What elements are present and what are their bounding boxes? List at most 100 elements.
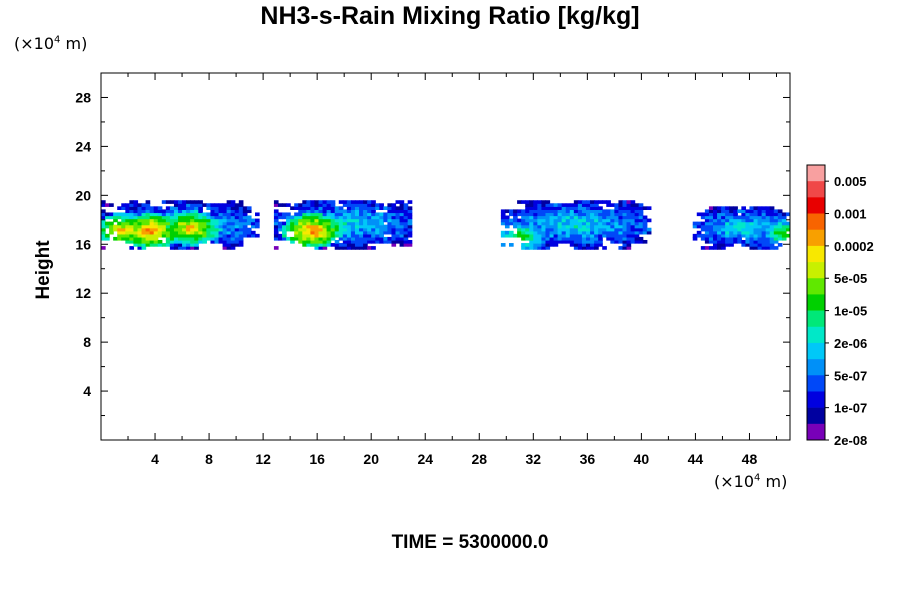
heatmap-cell: [294, 233, 299, 238]
heatmap-cell: [330, 218, 336, 223]
heatmap-cell: [371, 233, 376, 238]
heatmap-cell: [634, 224, 640, 229]
heatmap-cell: [761, 224, 767, 229]
heatmap-cell: [379, 224, 384, 229]
heatmap-cell: [226, 221, 232, 226]
heatmap-cell: [757, 236, 763, 241]
heatmap-cell: [137, 212, 143, 217]
heatmap-cell: [375, 224, 380, 229]
heatmap-cell: [573, 233, 579, 238]
heatmap-cell: [178, 200, 183, 204]
heatmap-cell: [145, 239, 151, 244]
heatmap-cell: [737, 218, 742, 223]
heatmap-cell: [314, 243, 320, 247]
heatmap-cell: [194, 233, 199, 238]
heatmap-cell: [769, 227, 775, 232]
heatmap-cell: [190, 246, 195, 250]
heatmap-cell: [169, 215, 175, 220]
heatmap-cell: [590, 239, 595, 244]
heatmap-cell: [165, 224, 171, 229]
heatmap-cell: [529, 200, 534, 204]
colorbar-frame: [806, 164, 826, 441]
heatmap-cell: [729, 233, 734, 238]
heatmap-cell: [363, 243, 368, 247]
heatmap-cell: [302, 224, 307, 229]
heatmap-cell: [521, 209, 526, 214]
heatmap-cell: [525, 246, 530, 250]
heatmap-cell: [781, 221, 787, 226]
heatmap-cell: [383, 239, 388, 244]
heatmap-cell: [242, 218, 248, 223]
heatmap-cell: [529, 243, 534, 247]
heatmap-cell: [757, 218, 763, 223]
heatmap-cell: [226, 209, 232, 214]
heatmap-cell: [606, 227, 611, 232]
heatmap-cell: [234, 218, 240, 223]
heatmap-cell: [765, 224, 771, 229]
heatmap-cell: [121, 224, 126, 229]
heatmap-cell: [302, 221, 307, 226]
heatmap-cell: [733, 224, 738, 229]
heatmap-cell: [354, 246, 360, 250]
heatmap-cell: [733, 209, 738, 214]
heatmap-cell: [178, 212, 183, 217]
heatmap-cell: [638, 212, 644, 217]
heatmap-cell: [725, 227, 730, 232]
heatmap-cell: [277, 212, 283, 217]
colorbar-swatch: [807, 359, 825, 376]
heatmap-cell: [238, 239, 244, 244]
heatmap-cell: [354, 236, 360, 241]
heatmap-cell: [749, 227, 755, 232]
heatmap-cell: [598, 209, 603, 214]
heatmap-cell: [557, 227, 563, 232]
heatmap-cell: [737, 236, 742, 241]
heatmap-cell: [777, 233, 783, 238]
heatmap-cell: [342, 236, 348, 241]
heatmap-cell: [553, 230, 559, 235]
heatmap-cell: [198, 227, 203, 232]
heatmap-cell: [173, 233, 179, 238]
heatmap-cell: [646, 206, 652, 210]
heatmap-cell: [238, 218, 244, 223]
heatmap-cell: [598, 212, 603, 217]
heatmap-cell: [565, 218, 571, 223]
heatmap-cell: [545, 233, 551, 238]
heatmap-cell: [761, 233, 767, 238]
heatmap-cell: [569, 224, 575, 229]
heatmap-cell: [318, 209, 324, 214]
heatmap-cell: [757, 215, 763, 220]
heatmap-cell: [113, 215, 118, 220]
heatmap-cell: [533, 239, 538, 244]
heatmap-cell: [395, 206, 401, 210]
heatmap-cell: [101, 218, 106, 223]
heatmap-cell: [326, 236, 332, 241]
heatmap-cell: [354, 206, 360, 210]
heatmap-cell: [255, 221, 260, 226]
heatmap-cell: [338, 212, 344, 217]
heatmap-cell: [769, 224, 775, 229]
heatmap-cell: [238, 224, 244, 229]
heatmap-cell: [367, 224, 372, 229]
heatmap-cell: [626, 212, 632, 217]
heatmap-cell: [157, 243, 163, 247]
heatmap-cell: [222, 239, 228, 244]
heatmap-cell: [630, 239, 636, 244]
heatmap-cell: [504, 215, 510, 220]
heatmap-cell: [581, 221, 587, 226]
heatmap-cell: [537, 236, 543, 241]
heatmap-cell: [169, 243, 175, 247]
heatmap-cell: [557, 230, 563, 235]
heatmap-cell: [186, 203, 191, 207]
heatmap-cell: [541, 236, 547, 241]
heatmap-cell: [407, 215, 413, 220]
heatmap-cell: [210, 218, 216, 223]
heatmap-cell: [165, 227, 171, 232]
heatmap-cell: [226, 218, 232, 223]
heatmap-cell: [549, 236, 555, 241]
heatmap-cell: [581, 209, 587, 214]
heatmap-cell: [182, 236, 187, 241]
x-tick-label: 32: [526, 451, 542, 467]
heatmap-cell: [145, 212, 151, 217]
colorbar: 0.0050.0010.00025e-051e-052e-065e-071e-0…: [806, 164, 874, 448]
heatmap-cell: [634, 233, 640, 238]
